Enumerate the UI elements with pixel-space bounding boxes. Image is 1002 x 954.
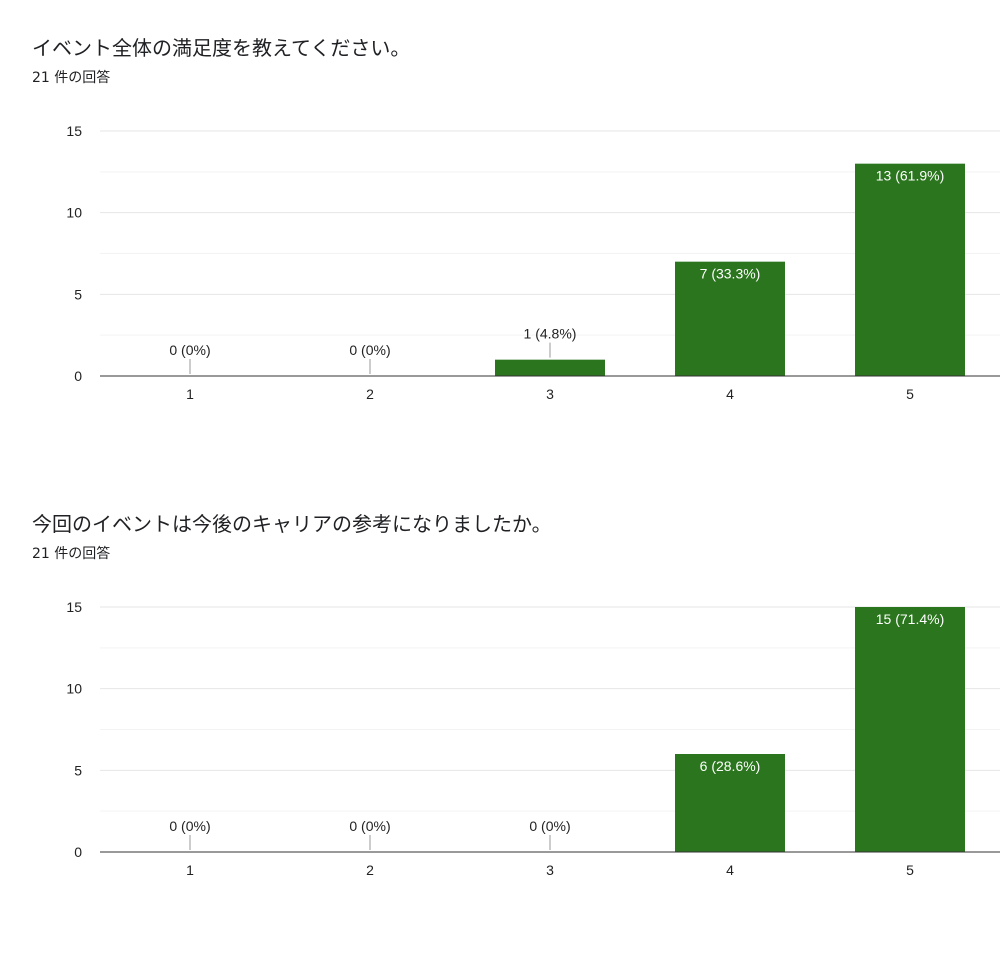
- question-card: 0 5 10 15 1 0 (0%) 2 0 (0%) 3 1 (4.8%) 4 7 (33.3%) 5…: [0, 0, 1002, 470]
- question-card: 0 5 10 15 1 0 (0%) 2 0 (0%) 3 0 (0%) 4 6 (28.6%) 5 15…: [0, 476, 1002, 954]
- bar: [855, 163, 965, 376]
- y-tick-label: 0: [74, 844, 82, 860]
- x-tick-label: 3: [546, 386, 554, 402]
- data-label: 7 (33.3%): [700, 266, 761, 282]
- y-tick-label: 5: [74, 286, 82, 302]
- x-tick-label: 2: [366, 862, 374, 878]
- data-label: 1 (4.8%): [524, 326, 577, 342]
- data-label: 13 (61.9%): [876, 168, 944, 184]
- x-tick-label: 1: [186, 862, 194, 878]
- bar: [675, 261, 785, 376]
- question-title: イベント全体の満足度を教えてください。: [32, 36, 411, 60]
- x-tick-label: 5: [906, 386, 914, 402]
- data-label: 0 (0%): [169, 818, 210, 834]
- x-tick-label: 1: [186, 386, 194, 402]
- data-label: 0 (0%): [349, 342, 390, 358]
- response-count: 21 件の回答: [32, 70, 111, 86]
- data-label: 0 (0%): [169, 342, 210, 358]
- bar-chart: 0 5 10 15 1 0 (0%) 2 0 (0%) 3 0 (0%) 4 6 (28.6%) 5 15…: [66, 599, 1000, 878]
- bar: [495, 359, 605, 376]
- y-tick-label: 10: [66, 205, 82, 221]
- y-tick-label: 0: [74, 368, 82, 384]
- y-tick-label: 10: [66, 681, 82, 697]
- x-tick-label: 2: [366, 386, 374, 402]
- data-label: 0 (0%): [529, 818, 570, 834]
- data-label: 15 (71.4%): [876, 611, 944, 627]
- x-tick-label: 3: [546, 862, 554, 878]
- bar-chart: 0 5 10 15 1 0 (0%) 2 0 (0%) 3 1 (4.8%) 4 7 (33.3%) 5…: [66, 123, 1000, 402]
- y-tick-label: 5: [74, 762, 82, 778]
- question-title: 今回のイベントは今後のキャリアの参考になりましたか。: [32, 512, 552, 536]
- y-tick-label: 15: [66, 123, 82, 139]
- y-tick-label: 15: [66, 599, 82, 615]
- bar: [675, 754, 785, 852]
- x-tick-label: 4: [726, 386, 734, 402]
- bar: [855, 607, 965, 852]
- response-count: 21 件の回答: [32, 546, 111, 562]
- data-label: 0 (0%): [349, 818, 390, 834]
- data-label: 6 (28.6%): [700, 758, 761, 774]
- x-tick-label: 5: [906, 862, 914, 878]
- x-tick-label: 4: [726, 862, 734, 878]
